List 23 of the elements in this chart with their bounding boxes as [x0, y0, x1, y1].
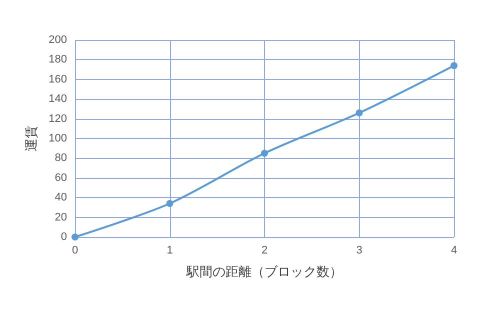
- x-axis-title: 駅間の距離（ブロック数）: [186, 264, 342, 279]
- y-tick-label: 40: [54, 192, 67, 204]
- y-tick-label: 160: [48, 73, 67, 86]
- y-tick-label: 60: [54, 172, 67, 184]
- y-tick-label: 180: [48, 54, 67, 66]
- point: [450, 62, 458, 70]
- point: [166, 200, 174, 208]
- y-tick-label: 20: [54, 211, 67, 224]
- y-tick-label: 200: [48, 34, 67, 46]
- x-tick-label: 4: [450, 244, 458, 256]
- y-tick-label: 100: [48, 132, 67, 144]
- y-tick-label: 140: [48, 93, 67, 106]
- y-tick-label: 80: [54, 152, 67, 164]
- x-tick-label: 3: [356, 244, 362, 256]
- x-tick-label: 0: [72, 244, 78, 256]
- x-tick-label: 2: [261, 244, 268, 256]
- point: [261, 150, 268, 157]
- point: [72, 234, 78, 240]
- y-axis-title: 運賃: [24, 126, 39, 152]
- y-tick-label: 120: [48, 112, 67, 125]
- point: [356, 109, 363, 116]
- x-tick-label: 1: [166, 244, 173, 256]
- y-tick-label: 0: [60, 231, 67, 243]
